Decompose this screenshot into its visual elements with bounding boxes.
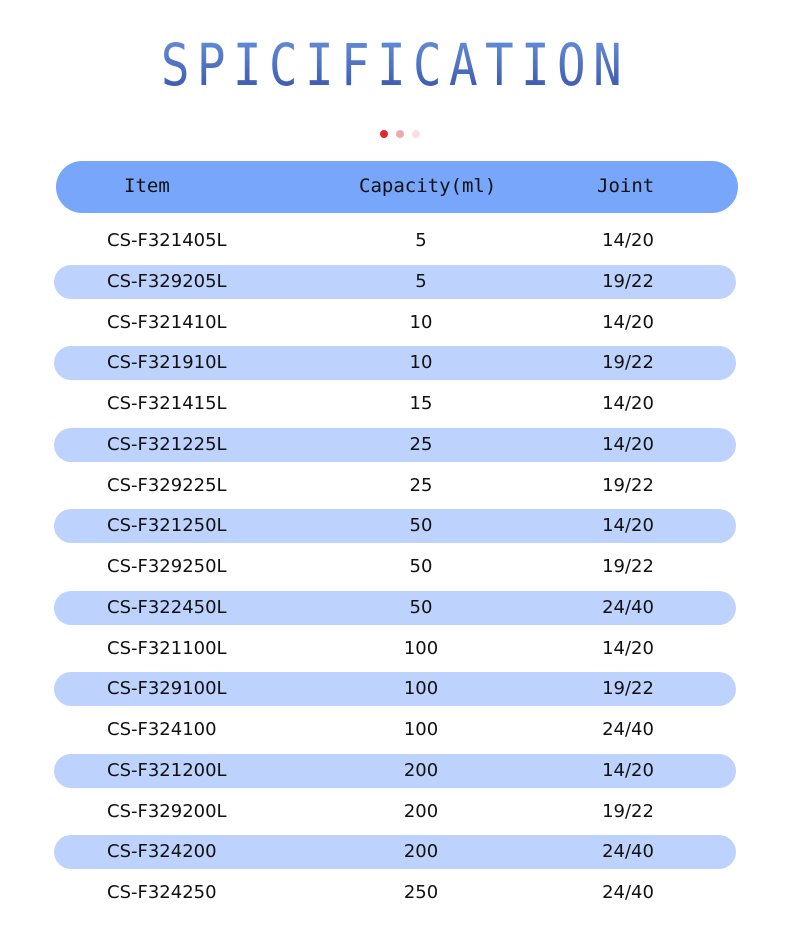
cell-item: CS-F321910L (107, 352, 227, 374)
dot-1 (380, 130, 388, 138)
cell-joint: 14/20 (602, 759, 654, 781)
table-row: CS-F329100L 100 19/22 (54, 672, 736, 707)
cell-joint: 24/40 (602, 719, 654, 740)
cell-item: CS-F329200L (107, 800, 227, 822)
cell-item: CS-F329205L (107, 270, 227, 292)
cell-joint: 14/20 (602, 433, 654, 455)
cell-item: CS-F322450L (107, 596, 227, 618)
table-row: CS-F329200L 200 19/22 (54, 795, 736, 829)
cell-capacity: 5 (415, 270, 427, 292)
page-title: SPICIFICATION (71, 30, 719, 100)
cell-item: CS-F321405L (107, 230, 227, 251)
cell-capacity: 250 (403, 882, 439, 903)
table-row: CS-F329205L 5 19/22 (54, 264, 736, 299)
header-capacity: Capacity(ml) (359, 175, 497, 197)
cell-capacity: 10 (409, 352, 433, 374)
table-header: Item Capacity(ml) Joint (56, 161, 738, 213)
cell-capacity: 25 (409, 474, 433, 496)
cell-item: CS-F329250L (107, 556, 227, 577)
cell-capacity: 5 (415, 230, 427, 251)
table-row: CS-F329250L 50 19/22 (54, 550, 736, 584)
cell-capacity: 25 (409, 433, 433, 455)
table-row: CS-F324100 100 24/40 (54, 713, 736, 747)
cell-joint: 19/22 (602, 678, 654, 700)
cell-capacity: 200 (403, 841, 439, 863)
cell-joint: 19/22 (602, 800, 654, 822)
table-row: CS-F324250 250 24/40 (54, 876, 736, 910)
cell-joint: 14/20 (602, 637, 654, 659)
cell-capacity: 200 (403, 759, 439, 781)
cell-capacity: 50 (409, 596, 433, 618)
cell-joint: 14/20 (602, 515, 654, 537)
table-row: CS-F321250L 50 14/20 (54, 509, 736, 544)
cell-item: CS-F321200L (107, 759, 227, 781)
cell-joint: 14/20 (602, 230, 654, 251)
table-row: CS-F321415L 15 14/20 (54, 387, 736, 421)
table-row: CS-F324200 200 24/40 (54, 835, 736, 870)
cell-item: CS-F321250L (107, 515, 227, 537)
cell-joint: 24/40 (602, 841, 654, 863)
dot-2 (396, 130, 404, 138)
cell-joint: 19/22 (602, 474, 654, 496)
cell-capacity: 50 (409, 556, 433, 577)
cell-capacity: 100 (403, 637, 439, 659)
cell-capacity: 200 (403, 800, 439, 822)
cell-capacity: 100 (403, 678, 439, 700)
cell-capacity: 50 (409, 515, 433, 537)
cell-item: CS-F329225L (107, 474, 227, 496)
header-joint: Joint (597, 175, 655, 197)
cell-joint: 14/20 (602, 393, 654, 414)
cell-item: CS-F321410L (107, 311, 227, 333)
cell-joint: 24/40 (602, 596, 654, 618)
table-row: CS-F321910L 10 19/22 (54, 346, 736, 381)
table-row: CS-F321410L 10 14/20 (54, 306, 736, 340)
cell-item: CS-F324200 (107, 841, 217, 863)
dot-3 (412, 130, 420, 138)
cell-item: CS-F321415L (107, 393, 227, 414)
cell-joint: 14/20 (602, 311, 654, 333)
table-row: CS-F329225L 25 19/22 (54, 469, 736, 503)
decorative-dots (380, 130, 420, 138)
cell-item: CS-F324250 (107, 882, 217, 903)
cell-item: CS-F321225L (107, 433, 227, 455)
cell-joint: 19/22 (602, 270, 654, 292)
table-row: CS-F321200L 200 14/20 (54, 753, 736, 788)
cell-item: CS-F324100 (107, 719, 217, 740)
cell-joint: 19/22 (602, 556, 654, 577)
table-row: CS-F321225L 25 14/20 (54, 427, 736, 462)
cell-capacity: 15 (409, 393, 433, 414)
cell-capacity: 10 (409, 311, 433, 333)
cell-capacity: 100 (403, 719, 439, 740)
table-row: CS-F322450L 50 24/40 (54, 590, 736, 625)
cell-item: CS-F321100L (107, 637, 227, 659)
cell-item: CS-F329100L (107, 678, 227, 700)
header-item: Item (124, 175, 170, 197)
table-row: CS-F321100L 100 14/20 (54, 632, 736, 666)
cell-joint: 24/40 (602, 882, 654, 903)
table-row: CS-F321405L 5 14/20 (54, 224, 736, 258)
cell-joint: 19/22 (602, 352, 654, 374)
